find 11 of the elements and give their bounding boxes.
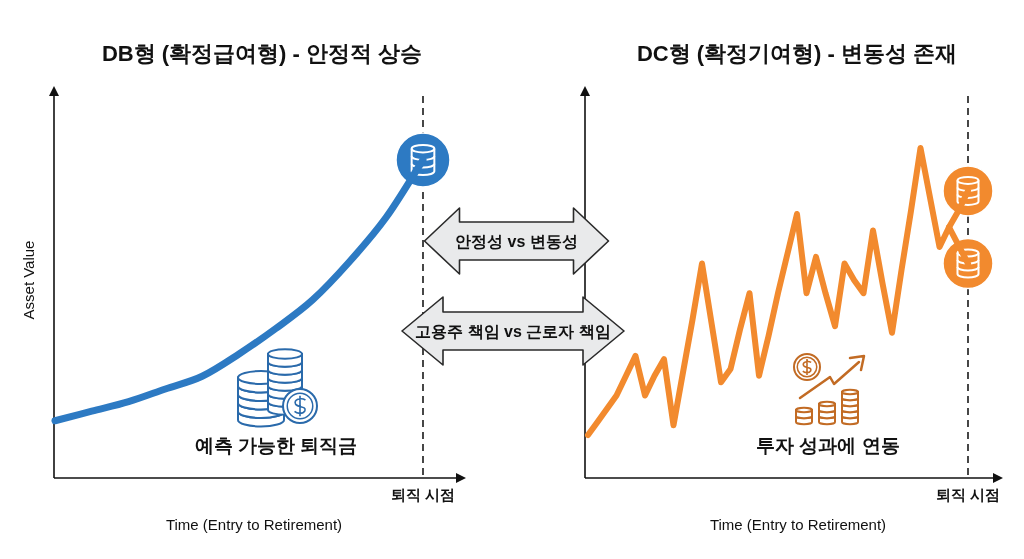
annotation: 안정성 vs 변동성	[455, 233, 578, 250]
annotation: 투자 성과에 연동	[756, 435, 900, 456]
annotation: 고용주 책임 vs 근로자 책임	[415, 323, 611, 340]
title: DC형 (확정기여형) - 변동성 존재	[636, 41, 958, 66]
y-label: Asset Value	[20, 240, 37, 320]
annotation: 퇴직 시점	[390, 486, 456, 503]
x-label: Time (Entry to Retirement)	[709, 516, 887, 533]
x-label: Time (Entry to Retirement)	[165, 516, 343, 533]
annotation: 퇴직 시점	[935, 486, 1001, 503]
title: DB형 (확정급여형) - 안정적 상승	[101, 41, 423, 66]
annotation: 예측 가능한 퇴직금	[194, 435, 358, 456]
